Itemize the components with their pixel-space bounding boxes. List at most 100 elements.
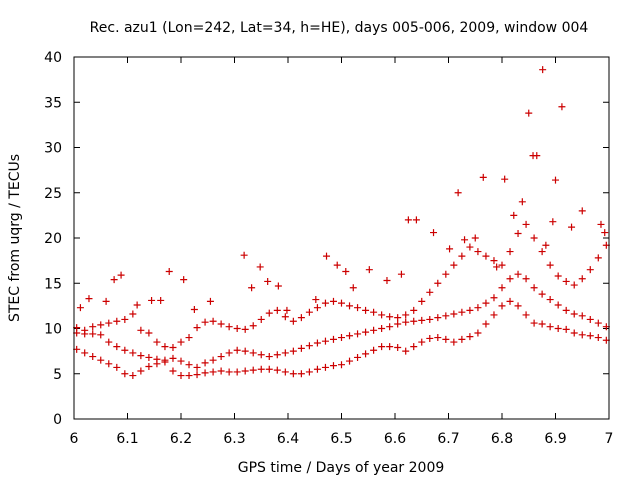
data-point [570,310,578,318]
y-tick-label: 35 [44,95,62,111]
x-tick-label: 6.1 [116,431,138,447]
data-point [161,343,169,351]
data-point [578,275,586,283]
data-point [594,319,602,327]
data-point [362,306,370,314]
data-point [201,369,209,377]
y-tick-label: 30 [44,141,62,157]
data-point [329,297,337,305]
data-point [386,343,394,351]
data-point [479,173,487,181]
data-point [241,347,249,355]
data-point [522,311,530,319]
data-point [321,299,329,307]
data-point [539,66,547,74]
data-point [404,216,412,224]
data-point [145,329,153,337]
data-point [442,312,450,320]
x-tick-label: 6.8 [491,431,513,447]
data-point [562,277,570,285]
data-point [329,362,337,370]
data-point [145,363,153,371]
data-point [129,310,137,318]
data-point [474,248,482,256]
data-point [546,296,554,304]
data-point [249,322,257,330]
data-point [89,330,97,338]
data-point [153,355,161,363]
data-point [594,334,602,342]
data-point [349,284,357,292]
data-point [193,324,201,332]
data-point [89,353,97,361]
data-point [394,344,402,352]
data-point [121,346,129,354]
y-tick-label: 15 [44,276,62,292]
plot-frame [73,56,610,420]
x-axis-label: GPS time / Days of year 2009 [238,460,445,476]
data-point [185,372,193,380]
data-point [558,103,566,111]
data-point [410,343,418,351]
data-point [217,320,225,328]
data-point [434,279,442,287]
data-point [206,297,214,305]
data-point [510,211,518,219]
data-point [338,299,345,307]
data-point [378,325,386,332]
data-point [342,267,350,275]
data-point [185,334,193,342]
data-point [482,320,490,328]
data-point [97,331,105,339]
data-point [498,261,506,269]
data-point [281,368,289,376]
data-point [546,261,554,269]
data-point [180,276,188,284]
data-point [102,297,110,305]
data-point [323,252,331,260]
data-point [482,252,490,260]
data-point [554,301,562,309]
data-point [562,306,570,314]
x-tick-label: 6.4 [277,431,299,447]
data-point [370,308,378,316]
data-point [85,295,93,303]
x-tick-label: 6.2 [170,431,192,447]
data-point [450,338,458,346]
data-point [240,251,248,259]
data-point [490,294,498,302]
data-point [442,335,450,343]
data-point [490,257,498,265]
data-point [506,248,514,256]
data-point [257,315,265,323]
data-point [169,354,177,362]
data-point [133,301,141,309]
data-point [241,367,249,375]
data-point [418,338,426,346]
data-point [177,357,185,365]
data-point [522,220,530,228]
data-point [225,368,233,376]
data-point [233,346,241,354]
data-point [117,271,125,279]
data-point [265,365,273,373]
data-point [514,270,522,278]
data-point [321,337,329,345]
data-point [434,314,442,322]
data-point [402,318,410,326]
data-point [570,329,578,337]
data-point [264,277,272,285]
data-point [578,312,586,320]
data-point [533,152,541,160]
data-point [554,272,562,280]
data-point [346,357,354,365]
data-point [105,338,113,346]
data-point [450,310,458,318]
data-point [450,261,458,269]
data-point [297,370,305,378]
data-point [402,311,410,319]
data-point [157,296,165,304]
x-tick-label: 7 [605,431,614,447]
data-point [490,311,498,319]
